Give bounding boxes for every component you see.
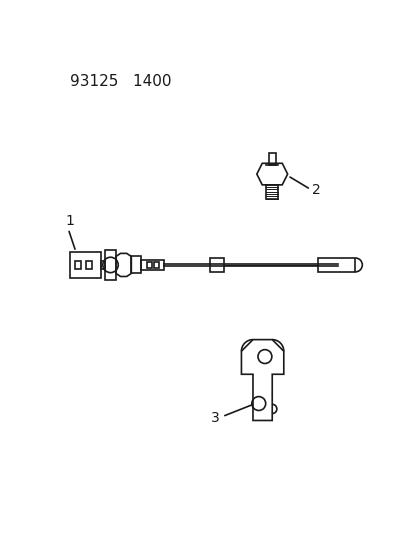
Text: 2: 2	[311, 183, 320, 197]
Bar	[153, 262, 159, 268]
Bar	[140, 260, 163, 270]
Text: 93125   1400: 93125 1400	[69, 74, 171, 89]
Text: 3: 3	[211, 411, 219, 425]
Bar	[75, 261, 81, 269]
Bar	[268, 152, 275, 165]
Bar	[318, 258, 354, 272]
Bar	[105, 249, 116, 280]
Bar	[131, 256, 140, 273]
Bar	[69, 252, 100, 278]
Bar	[209, 258, 223, 272]
Text: 1: 1	[65, 214, 74, 228]
Bar	[100, 261, 105, 269]
Bar	[266, 185, 278, 199]
Bar	[85, 261, 92, 269]
Bar	[146, 262, 152, 268]
